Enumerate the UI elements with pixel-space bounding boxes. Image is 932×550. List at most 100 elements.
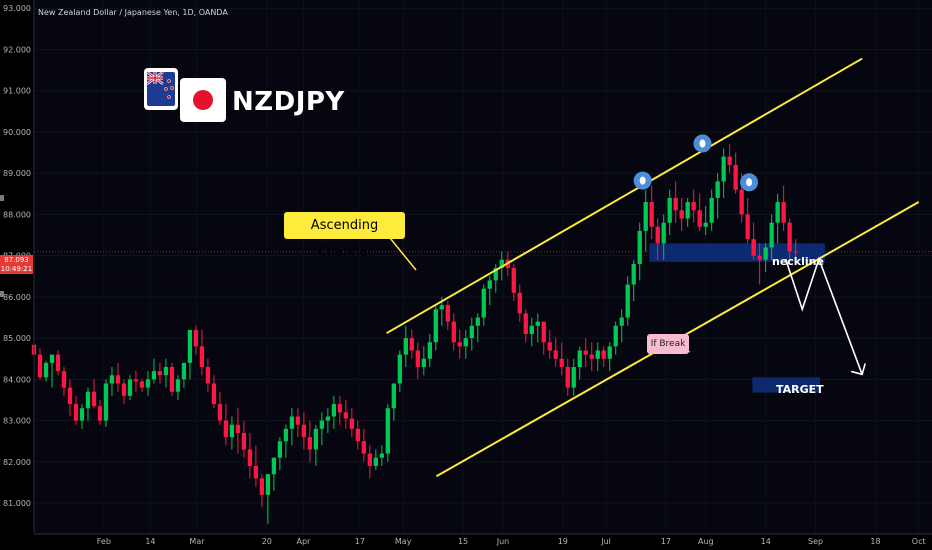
candle-body bbox=[655, 226, 660, 244]
candle-body bbox=[637, 230, 642, 264]
candle-body bbox=[247, 449, 253, 466]
candle-body bbox=[457, 342, 462, 347]
peak-marker-dot bbox=[639, 176, 646, 185]
candle-body bbox=[181, 362, 187, 380]
candle-body bbox=[55, 354, 61, 372]
candle-body bbox=[601, 350, 606, 359]
candle-body bbox=[79, 408, 85, 421]
candle-body bbox=[649, 202, 654, 227]
candle-body bbox=[697, 210, 702, 227]
candle-body bbox=[775, 202, 780, 223]
new-zealand-flag-icon bbox=[144, 68, 178, 110]
candle-body bbox=[217, 404, 223, 421]
x-tick-label: May bbox=[395, 537, 412, 546]
candle-body bbox=[373, 457, 378, 466]
candle-body bbox=[193, 329, 199, 347]
candle-body bbox=[301, 424, 307, 438]
candle-body bbox=[739, 189, 744, 215]
candle-body bbox=[493, 268, 498, 281]
candle-body bbox=[631, 263, 636, 285]
candle-body bbox=[577, 350, 582, 367]
if-break-callout[interactable]: If Break bbox=[647, 334, 689, 354]
candle-body bbox=[541, 321, 546, 343]
y-tick-label: 81.000 bbox=[3, 499, 31, 508]
candle-body bbox=[559, 358, 564, 367]
candle-body bbox=[139, 381, 145, 388]
candle-body bbox=[451, 321, 456, 343]
candle-body bbox=[613, 325, 618, 347]
candle-body bbox=[709, 197, 714, 223]
candle-body bbox=[355, 428, 361, 442]
y-tick-label: 85.000 bbox=[3, 334, 31, 343]
candle-body bbox=[109, 375, 115, 384]
target-zone bbox=[752, 377, 820, 393]
candle-body bbox=[487, 280, 492, 289]
y-tick-label: 84.000 bbox=[3, 375, 31, 384]
candle-body bbox=[343, 412, 349, 419]
candle-body bbox=[469, 325, 474, 339]
candle-body bbox=[745, 214, 750, 240]
y-tick-label: 90.000 bbox=[3, 128, 31, 137]
candle-body bbox=[43, 362, 49, 378]
candle-body bbox=[229, 424, 235, 438]
candle-body bbox=[241, 432, 247, 450]
y-tick-label: 82.000 bbox=[3, 458, 31, 467]
x-tick-label: Jul bbox=[600, 537, 611, 546]
candle-body bbox=[781, 202, 786, 223]
candle-body bbox=[85, 391, 91, 409]
candle-body bbox=[691, 202, 696, 211]
candle-body bbox=[391, 383, 396, 409]
candle-body bbox=[481, 288, 486, 318]
candle-body bbox=[61, 371, 67, 388]
target-label: TARGET bbox=[776, 383, 824, 396]
y-tick-label: 83.000 bbox=[3, 417, 31, 426]
candle-body bbox=[553, 350, 558, 359]
y-tick-label: 86.000 bbox=[3, 293, 31, 302]
candle-body bbox=[295, 416, 301, 425]
candle-body bbox=[427, 342, 432, 359]
candle-body bbox=[463, 338, 468, 347]
candle-body bbox=[595, 350, 600, 359]
candle-body bbox=[499, 259, 504, 269]
candle-body bbox=[211, 383, 217, 405]
neckline-zone bbox=[649, 243, 825, 262]
candle-body bbox=[145, 379, 151, 388]
current-price-tag: 87.093 10:49:21 bbox=[0, 255, 33, 274]
x-tick-label: 15 bbox=[458, 537, 468, 546]
pin-icon[interactable] bbox=[0, 291, 4, 297]
candle-body bbox=[223, 420, 229, 438]
candle-body bbox=[313, 428, 319, 450]
candle-body bbox=[73, 404, 79, 421]
pin-icon[interactable] bbox=[0, 195, 4, 201]
candle-body bbox=[583, 350, 588, 355]
candle-body bbox=[199, 346, 205, 367]
candle-body bbox=[127, 379, 133, 396]
candle-body bbox=[379, 453, 384, 458]
symbol-description: New Zealand Dollar / Japanese Yen, 1D, O… bbox=[38, 8, 228, 17]
x-tick-label: 17 bbox=[661, 537, 671, 546]
candle-body bbox=[439, 305, 444, 310]
candle-body bbox=[187, 329, 193, 363]
x-tick-label: 20 bbox=[262, 537, 272, 546]
x-tick-label: Aug bbox=[698, 537, 714, 546]
candle-body bbox=[433, 309, 438, 343]
x-tick-label: 17 bbox=[355, 537, 365, 546]
candle-body bbox=[253, 465, 259, 479]
candle-body bbox=[661, 222, 666, 244]
candle-body bbox=[733, 164, 738, 190]
ascending-channel-callout[interactable]: Ascending Channel bbox=[284, 212, 405, 260]
candle-body bbox=[97, 406, 103, 421]
candle-body bbox=[283, 428, 289, 442]
projection-line bbox=[784, 256, 863, 375]
candle-body bbox=[511, 268, 516, 293]
x-tick-label: Mar bbox=[189, 537, 205, 546]
candle-body bbox=[793, 251, 798, 253]
candle-body bbox=[151, 371, 157, 380]
candle-body bbox=[607, 346, 612, 359]
x-tick-label: 14 bbox=[761, 537, 771, 546]
candle-body bbox=[265, 474, 271, 495]
candle-body bbox=[769, 222, 774, 248]
candle-body bbox=[415, 350, 420, 367]
